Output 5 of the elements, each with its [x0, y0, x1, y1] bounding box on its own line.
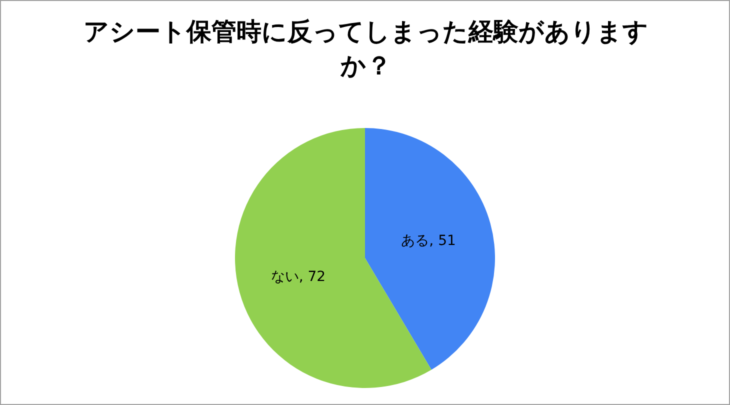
- chart-title: アシート保管時に反ってしまった経験がありますか？: [82, 16, 650, 82]
- data-label: , 72: [298, 268, 326, 285]
- data-label: , 51: [429, 233, 456, 250]
- slice-label: ない: [270, 268, 299, 285]
- slice-label: ある: [401, 233, 430, 250]
